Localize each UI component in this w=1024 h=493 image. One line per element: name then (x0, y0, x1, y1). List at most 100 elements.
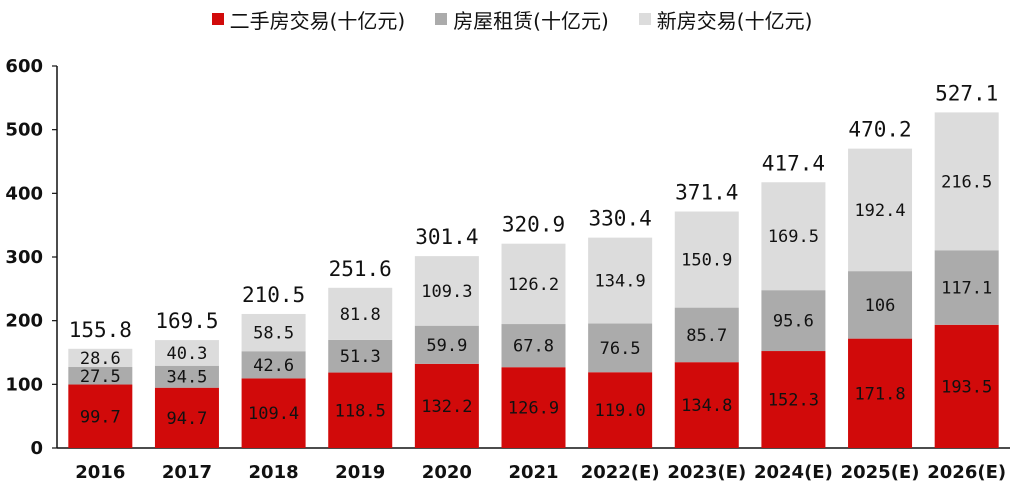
segment-data-label: 58.5 (253, 324, 294, 344)
bar-segment (414, 325, 479, 364)
bar-segment (68, 348, 133, 368)
bar-segment (154, 387, 219, 448)
x-tick-label: 2022(E) (581, 462, 660, 483)
bar-segment (328, 372, 393, 448)
segment-data-label: 27.5 (80, 367, 121, 387)
y-tick-label: 100 (5, 374, 43, 395)
legend-label-secondhand: 二手房交易(十亿元) (229, 8, 406, 33)
bar-segment (328, 339, 393, 373)
x-tick-label: 2025(E) (841, 462, 920, 483)
segment-data-label: 28.6 (80, 349, 121, 369)
bar-segment (588, 237, 653, 324)
segment-data-label: 85.7 (686, 326, 727, 346)
bar-segment (934, 324, 999, 448)
y-tick-label: 400 (5, 183, 43, 204)
legend: 二手房交易(十亿元) 房屋租赁(十亿元) 新房交易(十亿元) (0, 4, 1024, 34)
segment-data-label: 117.1 (941, 279, 992, 299)
segment-data-label: 126.2 (508, 275, 559, 295)
bar-segment (68, 367, 133, 385)
y-tick-label: 500 (5, 120, 43, 141)
segment-data-label: 193.5 (941, 377, 992, 397)
x-tick-label: 2018 (249, 462, 299, 483)
segment-data-label: 119.0 (595, 401, 646, 421)
segment-data-label: 132.2 (421, 397, 472, 417)
x-tick-label: 2016 (75, 462, 125, 483)
x-tick-label: 2024(E) (754, 462, 833, 483)
bar-segment (848, 338, 913, 448)
y-tick-label: 0 (30, 438, 43, 459)
bar-segment (241, 378, 306, 448)
segment-data-label: 126.9 (508, 399, 559, 419)
bar-segment (934, 112, 999, 251)
legend-swatch-rental (435, 13, 448, 25)
bar-segment (414, 363, 479, 448)
bar-segment (328, 287, 393, 340)
legend-swatch-newhome (638, 13, 651, 25)
segment-data-label: 169.5 (768, 227, 819, 247)
x-tick-label: 2020 (422, 462, 472, 483)
total-data-label: 169.5 (155, 309, 218, 333)
segment-data-label: 134.8 (681, 396, 732, 416)
bar-segment (848, 271, 913, 339)
bar-segment (154, 340, 219, 366)
segment-data-label: 152.3 (768, 391, 819, 411)
legend-item-rental: 房屋租赁(十亿元) (435, 5, 609, 34)
legend-item-secondhand: 二手房交易(十亿元) (211, 5, 406, 34)
bar-segment (848, 148, 913, 272)
bar-segment (68, 384, 133, 448)
segment-data-label: 42.6 (253, 356, 294, 376)
total-data-label: 417.4 (762, 151, 825, 175)
bar-segment (674, 307, 739, 363)
total-data-label: 301.4 (415, 225, 478, 249)
bar-segment (588, 372, 653, 448)
segment-data-label: 109.4 (248, 404, 299, 424)
y-tick-label: 300 (5, 247, 43, 268)
total-data-label: 371.4 (675, 181, 738, 205)
x-tick-label: 2026(E) (927, 462, 1006, 483)
bar-segment (501, 243, 566, 325)
segment-data-label: 106 (865, 296, 896, 316)
x-tick-label: 2021 (508, 462, 558, 483)
total-data-label: 470.2 (848, 118, 911, 142)
x-tick-label: 2017 (162, 462, 212, 483)
segment-data-label: 99.7 (80, 407, 121, 427)
total-data-label: 320.9 (502, 213, 565, 237)
segment-data-label: 76.5 (600, 339, 641, 359)
y-tick-label: 600 (5, 56, 43, 77)
segment-data-label: 51.3 (340, 347, 381, 367)
segment-data-label: 81.8 (340, 305, 381, 325)
segment-data-label: 150.9 (681, 251, 732, 271)
legend-swatch-secondhand (211, 13, 224, 25)
y-tick-label: 200 (5, 311, 43, 332)
bar-segment (501, 367, 566, 448)
bar-segment (414, 256, 479, 326)
bar-segment (241, 351, 306, 379)
legend-item-newhome: 新房交易(十亿元) (638, 5, 813, 34)
segment-data-label: 95.6 (773, 312, 814, 332)
total-data-label: 210.5 (242, 283, 305, 307)
bar-segment (501, 324, 566, 368)
segment-data-label: 67.8 (513, 337, 554, 357)
bar-segment (674, 211, 739, 308)
segment-data-label: 118.5 (335, 401, 386, 421)
segment-data-label: 59.9 (426, 336, 467, 356)
bar-segment (241, 313, 306, 352)
segment-data-label: 216.5 (941, 172, 992, 192)
segment-data-label: 34.5 (166, 368, 207, 388)
bar-segment (674, 362, 739, 448)
bar-segment (588, 323, 653, 373)
total-data-label: 251.6 (329, 257, 392, 281)
segment-data-label: 94.7 (166, 409, 207, 429)
segment-data-label: 171.8 (854, 384, 905, 404)
segment-data-label: 109.3 (421, 282, 472, 302)
bar-segment (761, 351, 826, 448)
segment-data-label: 134.9 (595, 272, 646, 292)
bar-segment (761, 182, 826, 291)
bar-segment (761, 290, 826, 352)
bar-segment (934, 250, 999, 325)
total-data-label: 155.8 (69, 318, 132, 342)
x-tick-label: 2023(E) (667, 462, 746, 483)
x-tick-label: 2019 (335, 462, 385, 483)
legend-label-newhome: 新房交易(十亿元) (656, 8, 813, 33)
